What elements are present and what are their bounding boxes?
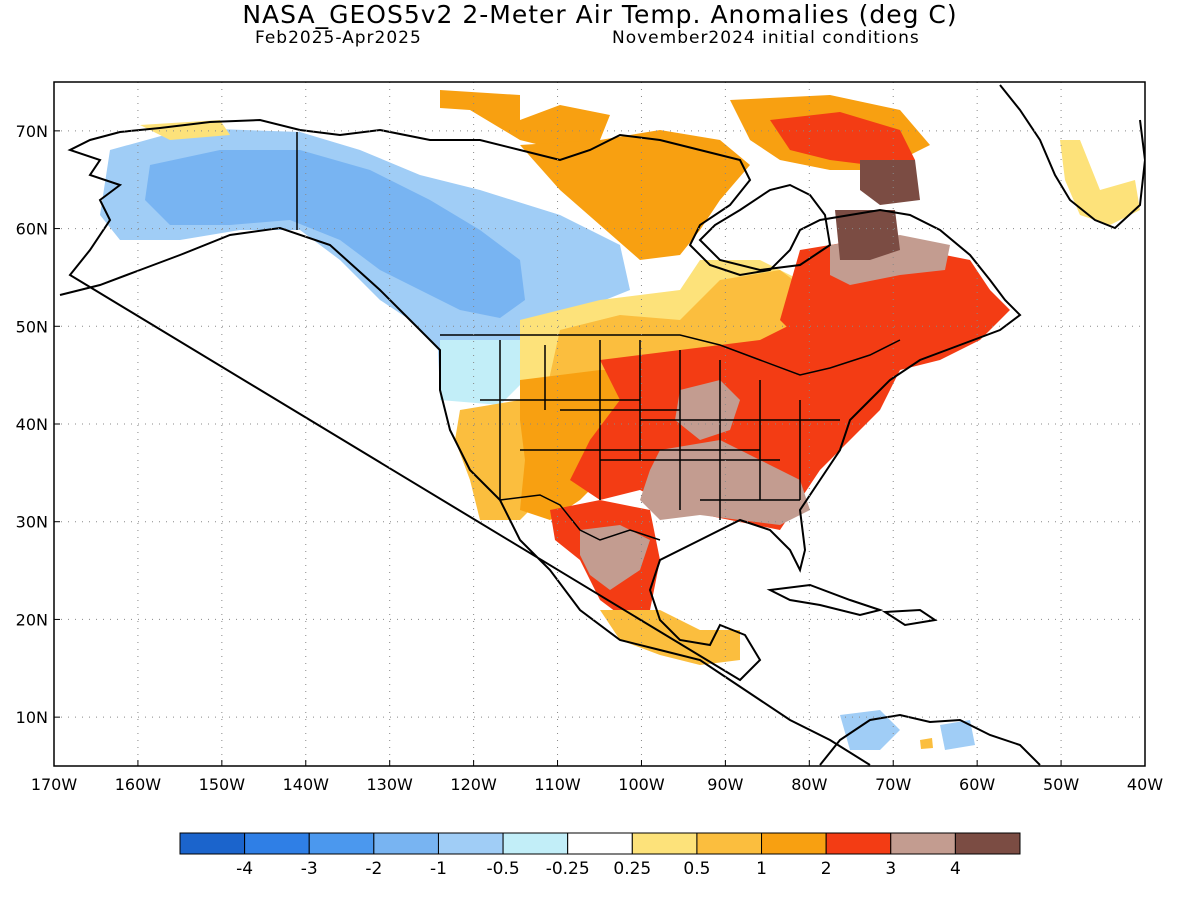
lon-tick-label: 70W — [875, 775, 911, 794]
colorbar-legend: -4 -3 -2 -1 -0.5 -0.25 0.25 0.5 1 2 3 4 — [179, 832, 1021, 879]
lon-tick-label: 50W — [1043, 775, 1079, 794]
colorbar-swatch — [244, 832, 310, 855]
lon-tick-label: 120W — [450, 775, 497, 794]
colorbar-swatch — [437, 832, 504, 855]
colorbar-swatch — [567, 832, 633, 855]
mexico-very-hot-region — [580, 525, 650, 590]
political-borders-layer — [296, 132, 901, 541]
colorbar-swatch — [373, 832, 439, 855]
colorbar-label: 3 — [885, 859, 896, 879]
hispaniola-coastline — [881, 608, 938, 627]
colorbar-swatch — [954, 832, 1021, 855]
cuba-coastline — [766, 583, 884, 617]
colorbar-swatch — [761, 832, 827, 855]
colorbar-label: -3 — [301, 859, 318, 879]
lat-tick-label: 30N — [16, 513, 48, 532]
lat-tick-label: 10N — [16, 708, 48, 727]
colorbar-swatch — [502, 832, 569, 855]
colorbar-swatch — [890, 832, 956, 855]
lon-tick-label: 130W — [367, 775, 414, 794]
north-america-coastline — [59, 118, 1022, 766]
period-subtitle: Feb2025-Apr2025 — [255, 28, 422, 48]
lon-tick-label: 160W — [115, 775, 162, 794]
greenland-warm-region — [1060, 140, 1140, 225]
lat-tick-label: 40N — [16, 415, 48, 434]
lon-tick-label: 80W — [791, 775, 827, 794]
caribbean-cool-region-2 — [940, 720, 975, 750]
colorbar-label: -0.25 — [546, 859, 590, 879]
caribbean-warm-dot — [920, 738, 933, 749]
lon-tick-label: 140W — [283, 775, 330, 794]
colorbar-swatch — [696, 832, 763, 855]
colorbar-swatch — [308, 832, 375, 855]
arctic-warm-2 — [520, 130, 750, 260]
lat-tick-label: 60N — [16, 220, 48, 239]
initial-conditions-subtitle: November2024 initial conditions — [612, 28, 920, 48]
colorbar-label: -0.5 — [486, 859, 519, 879]
colorbar-label: 4 — [950, 859, 961, 879]
colorbar-label: 2 — [821, 859, 832, 879]
us-mexico-border — [499, 494, 661, 541]
arctic-very-hot-1 — [860, 160, 920, 205]
greenland-coastline — [999, 84, 1145, 230]
coastline-layer — [59, 84, 1145, 766]
lon-tick-label: 60W — [959, 775, 995, 794]
south-america-coastline — [819, 713, 1041, 766]
us-canada-border — [440, 334, 901, 376]
arctic-hot-1 — [770, 112, 915, 165]
map-title: NASA_GEOS5v2 2-Meter Air Temp. Anomalies… — [242, 0, 958, 29]
pacific-nw-cool-region — [440, 340, 525, 405]
us-state-lines — [480, 340, 840, 520]
arctic-light-1 — [140, 120, 230, 140]
colorbar-label: 0.25 — [613, 859, 651, 879]
lon-tick-label: 90W — [707, 775, 743, 794]
lat-tick-label: 20N — [16, 610, 48, 629]
colorbar-label: -4 — [236, 859, 253, 879]
lon-tick-label: 170W — [31, 775, 78, 794]
lat-tick-label: 70N — [16, 122, 48, 141]
colorbar-label: 1 — [756, 859, 767, 879]
colorbar-label: 0.5 — [683, 859, 710, 879]
lon-tick-label: 100W — [618, 775, 665, 794]
colorbar-label: -1 — [430, 859, 447, 879]
southeast-very-hot-region — [640, 440, 810, 525]
caribbean-cool-region — [840, 710, 900, 750]
axis-tick-labels: 170W 160W 150W 140W 130W 120W 110W 100W 90W 80W 70… — [16, 122, 1164, 794]
midwest-very-hot-region — [675, 380, 740, 440]
colorbar-swatch — [825, 832, 892, 855]
colorbar-swatch — [179, 832, 246, 855]
lon-tick-label: 40W — [1127, 775, 1163, 794]
lon-tick-label: 110W — [534, 775, 581, 794]
western-canada-cold-region — [145, 150, 525, 318]
hudson-bay-coastline — [698, 183, 832, 272]
colorbar-swatch — [631, 832, 698, 855]
arctic-warm-1 — [440, 90, 610, 150]
labrador-extreme-region — [835, 210, 900, 260]
lat-tick-label: 50N — [16, 317, 48, 336]
lon-tick-label: 150W — [199, 775, 246, 794]
colorbar-label: -2 — [365, 859, 382, 879]
